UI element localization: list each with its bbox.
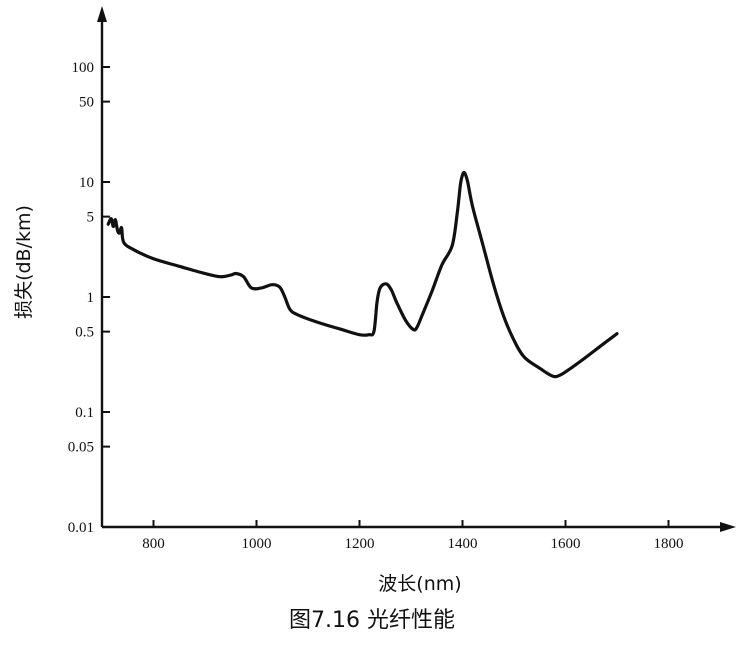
x-tick-label: 1200 xyxy=(345,536,375,552)
y-tick-label: 1 xyxy=(87,290,95,306)
x-tick-label: 1600 xyxy=(551,536,581,552)
y-tick-label: 100 xyxy=(72,60,95,76)
x-tick-label: 1400 xyxy=(448,536,478,552)
y-tick-label: 10 xyxy=(79,175,94,191)
y-tick-label: 0.01 xyxy=(68,520,94,536)
y-tick-label: 0.5 xyxy=(75,325,94,341)
y-tick-label: 50 xyxy=(79,95,94,111)
y-axis-arrow xyxy=(97,6,107,22)
x-axis-arrow xyxy=(720,522,736,532)
y-tick-group: 0.01 0.05 0.1 0.5 1 5 10 50 100 xyxy=(68,60,110,536)
y-tick-label: 0.1 xyxy=(75,405,94,421)
y-axis-label: 损失(dB/km) xyxy=(13,205,35,319)
loss-curve-line xyxy=(106,170,619,379)
x-axis-label: 波长(nm) xyxy=(378,573,461,595)
figure-caption: 图7.16 光纤性能 xyxy=(289,608,455,633)
x-tick-group: 800 1000 1200 1400 1600 1800 xyxy=(142,520,684,552)
x-tick-label: 1000 xyxy=(242,536,272,552)
x-tick-label: 800 xyxy=(142,536,165,552)
y-tick-label: 5 xyxy=(87,210,95,226)
y-tick-label: 0.05 xyxy=(68,440,94,456)
x-tick-label: 1800 xyxy=(654,536,684,552)
